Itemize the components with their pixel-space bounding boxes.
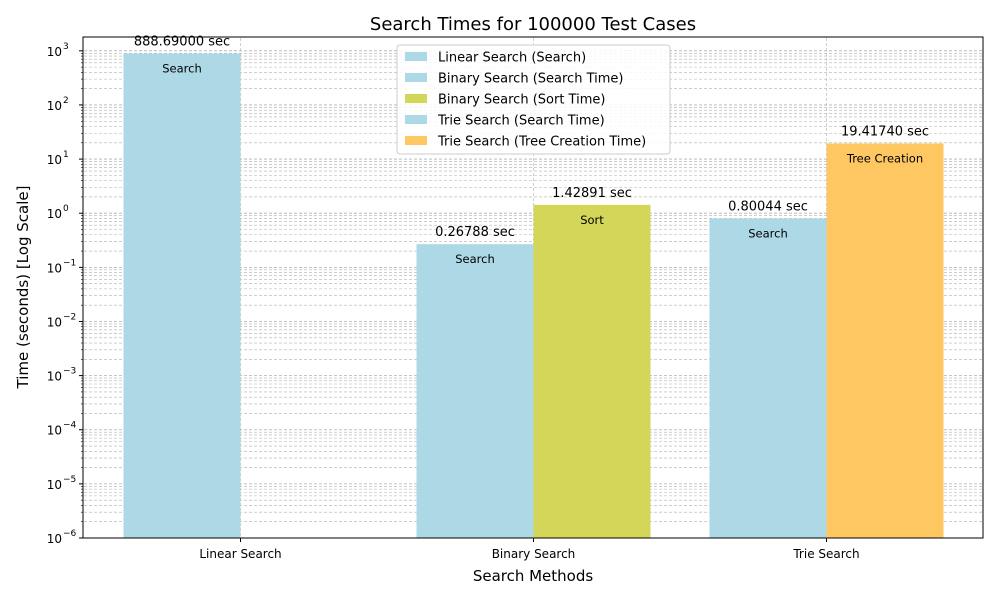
bar-value-label: 888.69000 sec [134, 35, 230, 50]
y-tick-label: 10 [47, 424, 62, 438]
legend-label: Trie Search (Tree Creation Time) [437, 135, 646, 150]
x-axis-ticks: Linear Search Binary Search Trie Search [199, 538, 860, 561]
y-tick-exponent: 2 [63, 96, 69, 106]
y-tick-label: 10 [47, 315, 62, 329]
bar-labels: 888.69000 sec Search 0.26788 sec Search 1.42… [134, 35, 929, 267]
x-axis-title: Search Methods [473, 567, 594, 585]
x-tick-label: Linear Search [199, 547, 281, 561]
y-tick-exponent: 0 [63, 204, 69, 214]
bar [416, 244, 534, 538]
y-tick-exponent: −3 [63, 367, 76, 377]
bar-value-label: 0.80044 sec [728, 199, 808, 214]
y-tick-exponent: −1 [63, 258, 76, 268]
y-axis-title: Time (seconds) [Log Scale] [14, 186, 32, 390]
legend-swatch [405, 136, 427, 145]
legend-label: Binary Search (Search Time) [438, 72, 623, 87]
y-tick-exponent: 1 [63, 150, 69, 160]
y-tick-exponent: −4 [63, 421, 77, 431]
legend-label: Trie Search (Search Time) [437, 114, 605, 129]
legend-swatch [405, 115, 427, 124]
y-tick-label: 10 [47, 370, 62, 384]
bar-value-label: 19.41740 sec [841, 124, 929, 139]
y-tick-label: 10 [47, 478, 62, 492]
bar [826, 143, 944, 538]
bar [123, 53, 241, 539]
y-tick-exponent: −6 [63, 529, 77, 539]
legend-swatch [405, 94, 427, 103]
y-tick-label: 10 [47, 261, 62, 275]
bar [533, 204, 651, 538]
x-tick-label: Trie Search [792, 547, 859, 561]
bar-inner-label: Search [162, 62, 202, 76]
y-tick-exponent: −2 [63, 312, 76, 322]
bars [123, 53, 944, 539]
y-tick-label: 10 [47, 153, 62, 167]
bar-inner-label: Search [455, 252, 495, 266]
bar-inner-label: Tree Creation [846, 151, 923, 165]
legend-swatch [405, 52, 427, 61]
bar-value-label: 1.42891 sec [552, 186, 632, 201]
chart-title: Search Times for 100000 Test Cases [370, 14, 696, 35]
legend: Linear Search (Search) Binary Search (Sea… [396, 44, 671, 155]
bar-value-label: 0.26788 sec [435, 225, 515, 240]
bar-inner-label: Search [748, 226, 788, 240]
legend-swatch [405, 73, 427, 82]
y-tick-exponent: −5 [63, 475, 76, 485]
x-tick-label: Binary Search [492, 547, 576, 561]
y-tick-exponent: 3 [63, 42, 69, 52]
y-tick-label: 10 [47, 99, 62, 113]
y-tick-label: 10 [47, 532, 62, 546]
legend-label: Binary Search (Sort Time) [438, 93, 605, 108]
legend-label: Linear Search (Search) [438, 51, 586, 66]
y-tick-label: 10 [47, 45, 62, 59]
legend-box [396, 44, 671, 155]
y-tick-label: 10 [47, 207, 62, 221]
bar [709, 218, 827, 538]
bar-inner-label: Sort [580, 213, 604, 227]
